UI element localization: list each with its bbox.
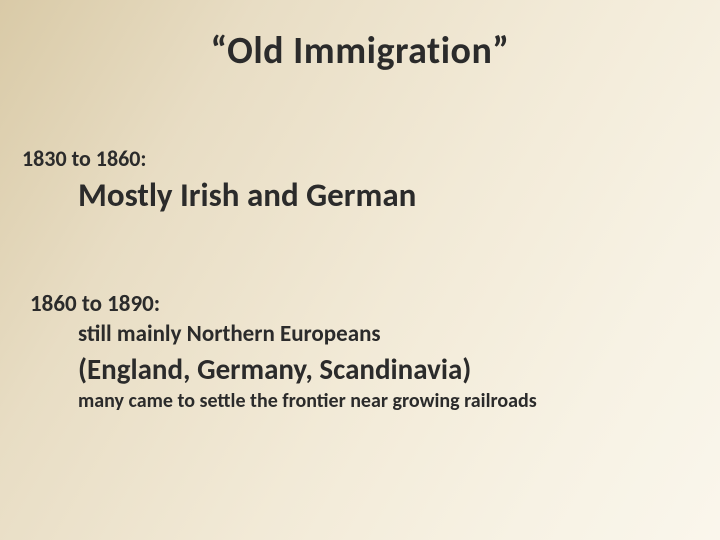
slide-title: “Old Immigration”	[0, 28, 720, 74]
period2-date-range: 1860 to 1890:	[30, 290, 160, 318]
period1-main-text: Mostly Irish and German	[78, 175, 416, 215]
period2-main-text: (England, Germany, Scandinavia)	[78, 351, 471, 387]
period2-note-text: many came to settle the frontier near gr…	[78, 389, 537, 413]
slide: “Old Immigration” 1830 to 1860: Mostly I…	[0, 0, 720, 540]
period2-sub-text: still mainly Northern Europeans	[78, 320, 381, 348]
period1-date-range: 1830 to 1860:	[22, 145, 146, 172]
